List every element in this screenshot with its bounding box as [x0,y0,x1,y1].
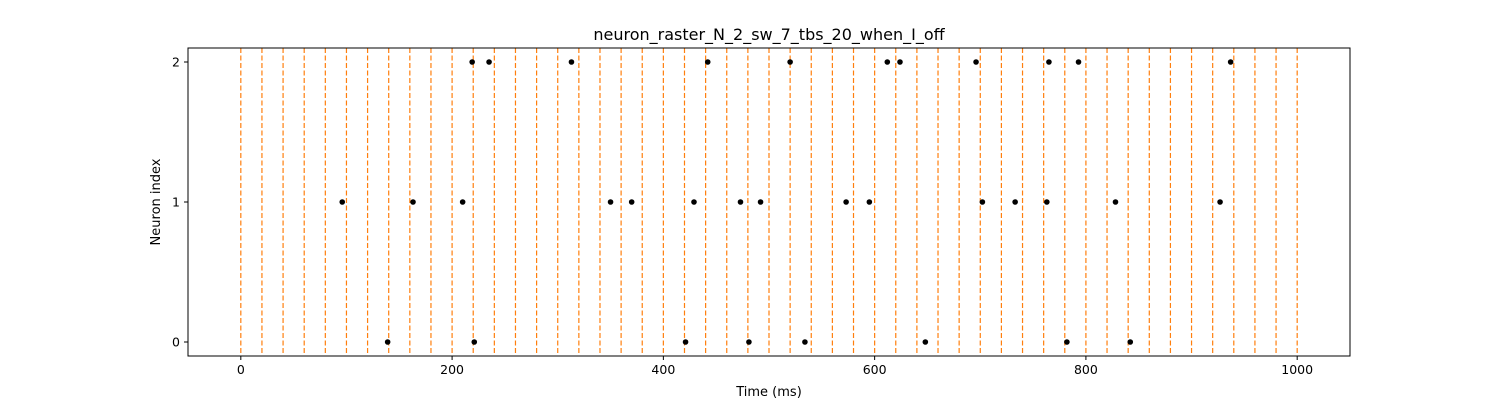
x-tick-label: 0 [237,362,245,377]
spike-n1-5 [691,199,697,205]
spike-n1-7 [757,199,764,205]
spike-n0-2 [682,339,689,345]
y-tick-label: 2 [172,55,180,70]
spike-n2-3 [704,59,711,65]
x-tick-label: 600 [863,362,887,377]
spike-n1-0 [339,199,346,205]
spike-n2-0 [469,59,475,65]
x-tick-label: 800 [1074,362,1098,377]
spike-n2-4 [787,59,793,65]
spike-n1-9 [866,199,873,205]
spike-n2-1 [486,59,492,65]
spike-n0-6 [1064,339,1070,345]
spike-n1-12 [1044,199,1050,205]
y-axis-label: Neuron index [149,158,164,245]
stimulus-vlines [240,48,1298,356]
x-tick-label: 400 [651,362,675,377]
spike-n1-3 [607,199,614,205]
spike-n0-7 [1127,339,1134,345]
spike-n0-3 [746,339,752,345]
x-axis-ticks: 0 200 400 600 800 1000 [237,356,1313,377]
spike-n1-2 [459,199,466,205]
spike-n2-9 [1075,59,1082,65]
spike-n0-5 [922,339,929,345]
spike-n1-1 [410,199,416,205]
spike-n1-11 [1012,199,1018,205]
spike-n0-0 [384,339,391,345]
spike-n2-2 [568,59,575,65]
x-axis-label: Time (ms) [735,385,802,400]
y-axis-ticks: 0 1 2 [172,55,188,350]
chart-title: neuron_raster_N_2_sw_7_tbs_20_when_I_off [593,25,945,45]
spike-n1-4 [628,199,635,205]
spike-n1-8 [843,199,849,205]
spike-n2-5 [884,59,891,65]
spike-n1-6 [737,199,744,205]
spike-n2-8 [1046,59,1052,65]
spike-n0-1 [471,339,478,345]
spike-n1-13 [1112,199,1119,205]
y-tick-label: 0 [172,335,180,350]
spike-n2-10 [1227,59,1234,65]
spike-n2-7 [973,59,979,65]
spike-n1-14 [1217,199,1223,205]
y-tick-label: 1 [172,195,180,210]
spike-n2-6 [897,59,903,65]
spike-n0-4 [802,339,808,345]
spike-n1-10 [979,199,986,205]
x-tick-label: 200 [440,362,464,377]
x-tick-label: 1000 [1281,362,1313,377]
spike-markers [339,59,1234,345]
